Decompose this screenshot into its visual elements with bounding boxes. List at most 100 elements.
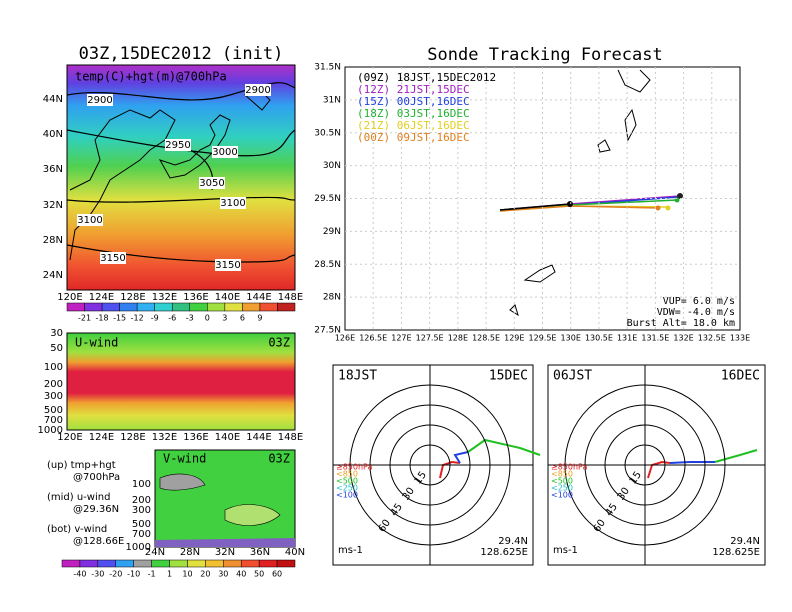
pressure-tick: 50 (50, 343, 63, 354)
contour-label-bg (245, 84, 271, 96)
v-wind-field (154, 449, 296, 548)
lon-tick: 131E (617, 334, 637, 343)
colorbar-label: -1 (148, 570, 156, 579)
lat-tick: 27.5N (314, 326, 341, 336)
location-lat: 29.4N (730, 536, 760, 547)
lon-tick: 128E (120, 292, 145, 303)
colorbar-label: 10 (182, 570, 192, 579)
contour-label-bg (212, 146, 238, 158)
lat-tick: 31.5N (314, 63, 341, 73)
lat-tick: 36N (43, 164, 63, 175)
colorbar-swatch (97, 559, 117, 568)
colorbar-swatch (169, 559, 188, 568)
lat-tick: 28N (323, 293, 341, 303)
pressure-tick: 1000 (126, 542, 151, 553)
lat-tick: 30.5N (314, 128, 341, 138)
ring-label: 15 (413, 470, 429, 487)
contour-label: 3100 (77, 215, 102, 226)
track-title: Sonde Tracking Forecast (427, 45, 662, 65)
note: (mid) u-wind (47, 492, 110, 503)
colorbar-label: 30 (218, 570, 228, 579)
unit: ms-1 (338, 545, 363, 556)
colorbar-label: 40 (236, 570, 246, 579)
lon-tick: 127.5E (416, 334, 444, 343)
pressure-tick: 1000 (38, 425, 63, 436)
lon-tick: 126E (335, 334, 355, 343)
colorbar-swatch (66, 302, 85, 312)
hodograph-legend: <500 (336, 477, 358, 486)
map-title: 03Z,15DEC2012 (init) (79, 44, 284, 64)
legend-entry: (12Z) 21JST,15DEC (357, 83, 470, 96)
lon-tick: 136E (183, 432, 208, 443)
lon-tick: 120E (57, 432, 82, 443)
colorbar-swatch (276, 559, 296, 568)
colorbar-label: -18 (96, 314, 109, 323)
ring-label: 30 (401, 486, 417, 503)
lon-tick: 140E (215, 432, 240, 443)
colorbar-swatch (133, 559, 152, 568)
pressure-tick: 200 (44, 379, 63, 390)
hodograph-legend: <100 (336, 491, 358, 500)
lat-tick: 32N (215, 547, 235, 558)
colorbar-swatch (61, 559, 81, 568)
note: @700hPa (73, 472, 120, 483)
hodograph-legend: <100 (551, 491, 573, 500)
contour-label: 3050 (199, 178, 224, 189)
lat-tick: 36N (250, 547, 270, 558)
location-lon: 128.625E (480, 547, 528, 558)
lon-tick: 148E (278, 292, 303, 303)
colorbar-label: -30 (91, 570, 104, 579)
map-label: temp(C)+hgt(m)@700hPa (75, 70, 227, 84)
contour-label: 3100 (220, 198, 245, 209)
legend-entry: (21Z) 06JST,16DEC (357, 119, 470, 132)
colorbar-swatch (101, 302, 120, 312)
u-wind-field (66, 332, 296, 431)
lat-tick: 40N (285, 547, 305, 558)
contour-label: 2950 (165, 140, 190, 151)
colorbar-label: -12 (131, 314, 144, 323)
hodograph-traces (439, 438, 758, 479)
lat-tick: 28N (43, 235, 63, 246)
pressure-tick: 100 (132, 479, 151, 490)
contour-label-bg (100, 252, 126, 264)
pressure-tick: 30 (50, 328, 63, 339)
colorbar-label: 50 (254, 570, 264, 579)
location-lat: 29.4N (498, 536, 528, 547)
ring-label: 45 (604, 502, 620, 519)
lon-tick: 124E (89, 432, 114, 443)
colorbar-swatch (223, 559, 242, 568)
contour-label-bg (87, 94, 113, 106)
lon-tick: 132E (152, 432, 177, 443)
colorbar-label: -3 (186, 314, 194, 323)
colorbar-label: -21 (78, 314, 91, 323)
lon-tick: 136E (183, 292, 208, 303)
track-info: VUP= 6.0 m/s (663, 296, 735, 307)
colorbar-swatch (207, 302, 226, 312)
colorbar-swatch (259, 302, 278, 312)
lon-tick: 128E (448, 334, 468, 343)
colorbar-label: 0 (205, 314, 210, 323)
lat-tick: 29N (323, 227, 341, 237)
ring-label: 45 (389, 502, 405, 519)
colorbar-swatch (189, 302, 208, 312)
colorbar-label: -6 (168, 314, 176, 323)
pressure-tick: 700 (132, 529, 151, 540)
colorbar-label: 3 (222, 314, 227, 323)
contour-label: 3150 (100, 253, 125, 264)
track-info: VDW= -4.0 m/s (657, 307, 735, 318)
contour-label-bg (220, 197, 246, 209)
hodograph-legend: ≥850hPa (336, 463, 373, 472)
lat-tick: 32N (43, 200, 63, 211)
colorbar-swatch (84, 302, 103, 312)
colorbar-swatch (79, 559, 99, 568)
colorbar-label: -40 (73, 570, 86, 579)
lon-tick: 132.5E (698, 334, 726, 343)
colorbar-swatch (240, 559, 260, 568)
hodograph-legend: <250 (336, 484, 358, 493)
pressure-tick: 200 (132, 495, 151, 506)
colorbar-swatch (277, 302, 296, 312)
colorbar-swatch (171, 302, 191, 312)
v-wind-label: V-wind (163, 452, 206, 466)
pressure-tick: 300 (132, 505, 151, 516)
track-info: Burst Alt= 18.0 km (627, 318, 735, 329)
